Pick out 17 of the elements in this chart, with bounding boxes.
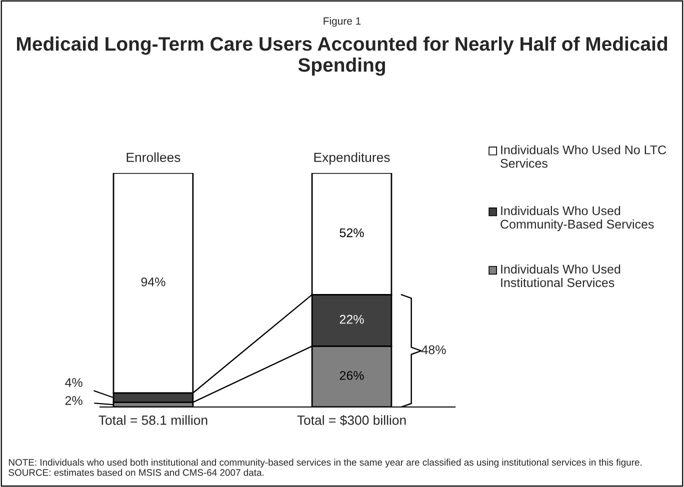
- chart-title: Medicaid Long-Term Care Users Accounted for Nearly Half of Medicaid Spending: [17, 36, 668, 76]
- annotation: 48%: [422, 345, 446, 354]
- data-label: 4%: [65, 378, 82, 387]
- text: Total = 58.1 million: [98, 415, 208, 425]
- data-label: 26%: [340, 371, 364, 380]
- x-tick-label: Expenditures: [314, 152, 390, 165]
- x-tick-label: Enrollees: [126, 152, 180, 162]
- data-label: 94%: [141, 277, 166, 286]
- data-label: 22%: [340, 314, 364, 324]
- data-label: 2%: [65, 396, 82, 405]
- chart-subtitle: Figure 1: [324, 17, 361, 27]
- text: NOTE: Individuals who used both institutional and community-based services in the same year are classified as using institutional services in this figure. SOURCE: estimates based on MSIS and CMS-64 2007 data.: [8, 458, 642, 476]
- legend-label: Individuals Who Used Institutional Services: [501, 264, 620, 288]
- legend-label: Individuals Who Used Community-Based Services: [500, 206, 654, 232]
- legend-label: Individuals Who Used No LTC Services: [500, 145, 666, 168]
- data-label: 52%: [340, 228, 364, 238]
- text: Total = $300 billion: [297, 414, 406, 426]
